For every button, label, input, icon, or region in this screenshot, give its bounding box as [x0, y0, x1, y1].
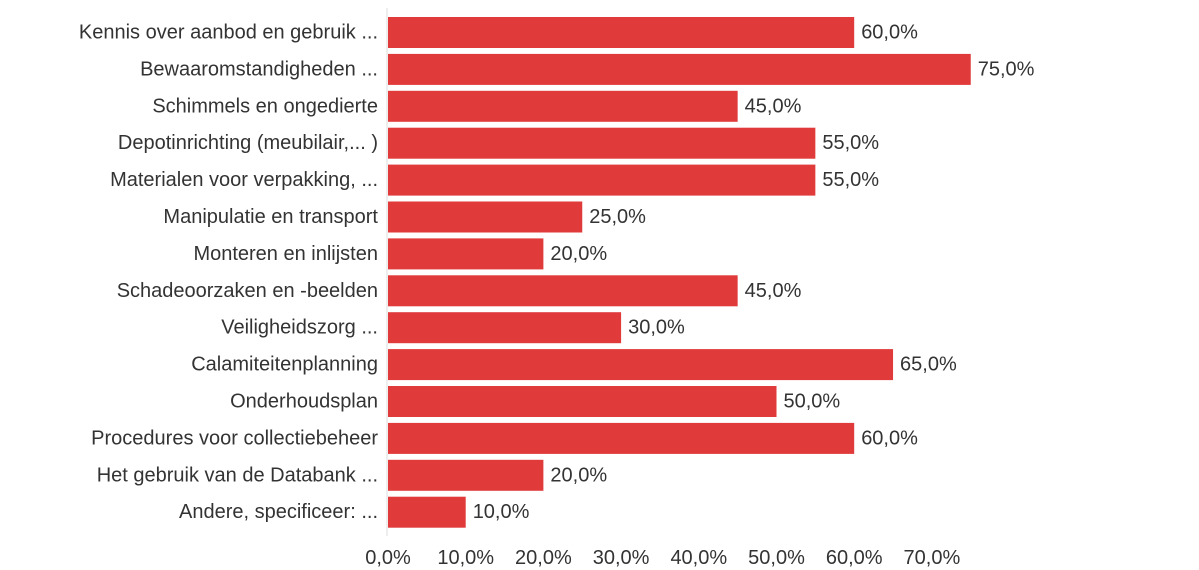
value-label: 30,0% [628, 317, 685, 339]
bar [388, 275, 738, 307]
bar [388, 459, 544, 491]
x-tick-label: 40,0% [670, 547, 727, 569]
x-tick-label: 60,0% [826, 547, 883, 569]
category-label: Calamiteitenplanning [191, 354, 378, 376]
x-tick-label: 20,0% [515, 547, 572, 569]
value-label: 65,0% [900, 354, 957, 376]
category-label: Schadeoorzaken en -beelden [117, 280, 378, 302]
bar [388, 17, 855, 48]
bar [388, 201, 583, 233]
category-label: Depotinrichting (meubilair,... ) [118, 132, 378, 154]
value-label: 20,0% [550, 464, 607, 486]
value-label: 60,0% [861, 22, 918, 44]
value-label: 75,0% [978, 58, 1035, 80]
bar [388, 164, 816, 196]
category-label: Andere, specificeer: ... [179, 501, 378, 523]
value-label: 50,0% [784, 391, 841, 413]
x-tick-label: 30,0% [593, 547, 650, 569]
value-label: 25,0% [589, 206, 646, 228]
value-label: 45,0% [745, 280, 802, 302]
bar [388, 422, 855, 454]
value-labels-group: 60,0% 75,0% 45,0% 55,0% 55,0% 25,0% 20,0% 45,0%… [473, 22, 1035, 524]
value-label: 45,0% [745, 95, 802, 117]
x-tick-label: 0,0% [365, 547, 411, 569]
bar [388, 496, 466, 528]
value-label: 20,0% [550, 243, 607, 265]
bar [388, 90, 738, 122]
value-label: 55,0% [822, 169, 879, 191]
category-label: Procedures voor collectiebeheer [91, 427, 378, 449]
category-label: Onderhoudsplan [230, 391, 378, 413]
bar [388, 238, 544, 270]
bars-group [388, 17, 971, 528]
category-label: Monteren en inlijsten [193, 243, 378, 265]
bar [388, 312, 622, 344]
category-label: Manipulatie en transport [163, 206, 378, 228]
x-tick-labels-group: 0,0% 10,0% 20,0% 30,0% 40,0% 50,0% 60,0% 70,0% [365, 547, 960, 569]
category-labels-group: Kennis over aanbod en gebruik ... Bewaaro… [79, 22, 379, 524]
value-label: 55,0% [822, 132, 879, 154]
bar [388, 349, 894, 381]
x-tick-label: 70,0% [904, 547, 961, 569]
category-label: Kennis over aanbod en gebruik ... [79, 22, 378, 44]
value-label: 10,0% [473, 501, 530, 523]
category-label: Schimmels en ongedierte [152, 95, 378, 117]
category-label: Veiligheidszorg ... [221, 317, 378, 339]
bar [388, 386, 777, 417]
category-label: Het gebruik van de Databank ... [97, 464, 378, 486]
category-label: Materialen voor verpakking, ... [110, 169, 378, 191]
x-tick-label: 10,0% [437, 547, 494, 569]
x-tick-label: 50,0% [748, 547, 805, 569]
bar [388, 127, 816, 159]
value-label: 60,0% [861, 427, 918, 449]
bar [388, 53, 971, 85]
category-label: Bewaaromstandigheden ... [140, 58, 378, 80]
